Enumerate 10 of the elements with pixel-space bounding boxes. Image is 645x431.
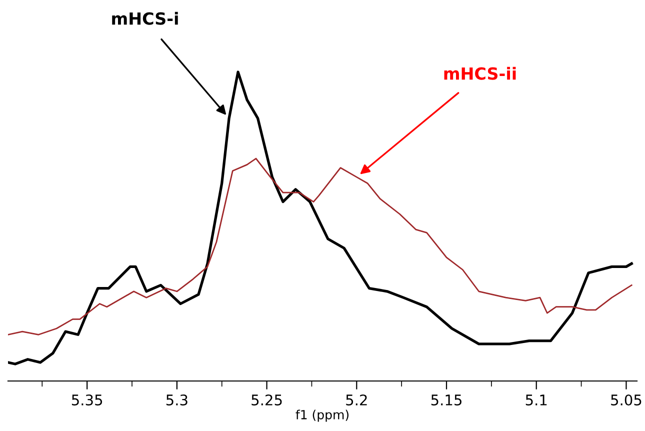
x-axis-title: f1 (ppm) <box>296 410 348 422</box>
x-tick-label: 5.35 <box>72 394 102 406</box>
x-tick-label: 5.1 <box>526 394 547 406</box>
x-tick-label: 5.15 <box>431 394 462 406</box>
x-tick-label: 5.3 <box>166 394 188 406</box>
text: mHCS-ii <box>444 66 516 80</box>
x-tick-label: 5.25 <box>252 394 282 406</box>
text: mHCS-i <box>112 12 178 25</box>
x-tick-label: 5.05 <box>611 394 642 406</box>
x-tick-label: 5.2 <box>346 394 367 406</box>
